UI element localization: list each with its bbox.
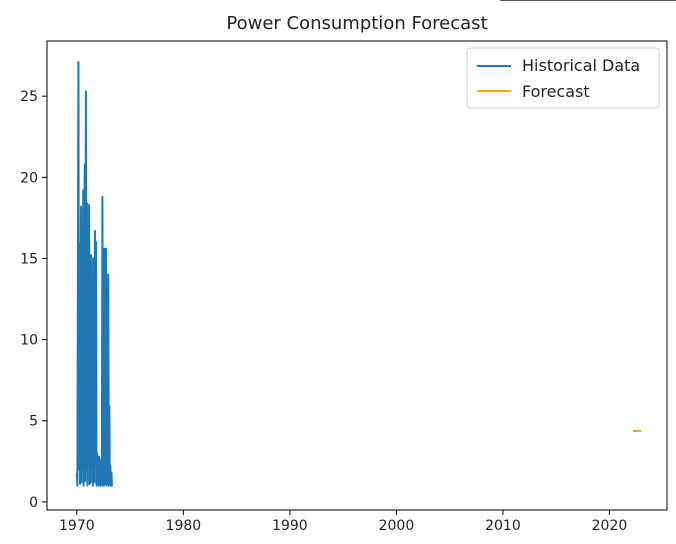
y-tick-label: 10 (20, 333, 38, 349)
y-tick-label: 5 (29, 414, 38, 430)
plot-area (75, 61, 642, 487)
x-tick-label: 1980 (166, 518, 202, 534)
y-tick-label: 20 (20, 170, 38, 186)
axes-frame (46, 40, 668, 511)
chart-title: Power Consumption Forecast (226, 13, 487, 34)
series-line-0 (75, 61, 113, 487)
x-tick-label: 2020 (592, 518, 628, 534)
legend-label-forecast: Forecast (522, 82, 590, 101)
y-tick-label: 0 (29, 495, 38, 511)
legend-box (466, 47, 660, 109)
y-tick-label: 25 (20, 89, 38, 105)
x-tick-label: 1990 (272, 518, 308, 534)
x-tick-label: 2010 (485, 518, 521, 534)
y-axis: 0 5 10 15 20 25 (20, 89, 47, 511)
legend-label-historical: Historical Data (522, 56, 640, 75)
top-border-line (500, 0, 676, 1)
x-tick-label: 1970 (59, 518, 95, 534)
x-axis: 1970 1980 1990 2000 2010 2020 (59, 510, 627, 534)
legend: Historical Data Forecast (466, 47, 660, 109)
x-tick-label: 2000 (379, 518, 415, 534)
y-tick-label: 15 (20, 251, 38, 267)
